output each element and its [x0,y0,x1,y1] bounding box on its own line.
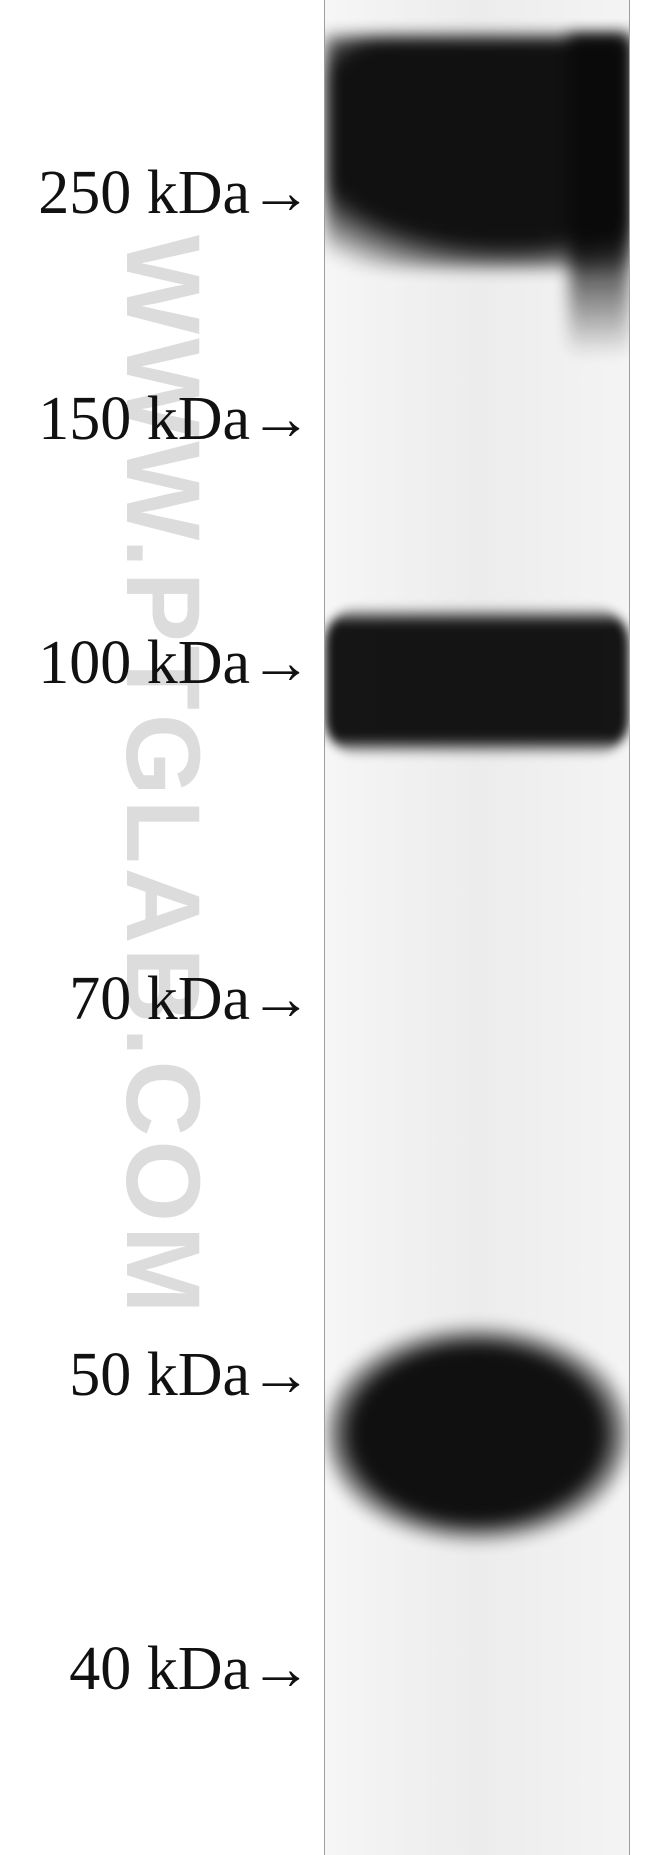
band-50k [325,1320,629,1548]
mw-label-text: 150 kDa [38,385,250,453]
western-blot-figure: WWW.PTGLAB.COM 250 kDa→ 150 kDa→ 100 kDa… [0,0,650,1855]
arrow-icon: → [250,1638,312,1700]
arrow-icon: → [250,162,312,224]
arrow-icon: → [250,632,312,694]
arrow-icon: → [250,968,312,1030]
mw-label-text: 250 kDa [38,159,250,227]
mw-label-text: 50 kDa [69,1341,250,1409]
mw-label-text: 100 kDa [38,629,250,697]
arrow-icon: → [250,388,312,450]
mw-label-40: 40 kDa→ [69,1638,312,1700]
mw-label-100: 100 kDa→ [38,632,312,694]
band-100k [325,606,629,756]
band-top [325,36,629,268]
mw-label-70: 70 kDa→ [69,968,312,1030]
mw-label-150: 150 kDa→ [38,388,312,450]
mw-label-50: 50 kDa→ [69,1344,312,1406]
mw-label-text: 40 kDa [69,1635,250,1703]
mw-label-250: 250 kDa→ [38,162,312,224]
arrow-icon: → [250,1344,312,1406]
mw-label-text: 70 kDa [69,965,250,1033]
blot-lane [324,0,630,1855]
